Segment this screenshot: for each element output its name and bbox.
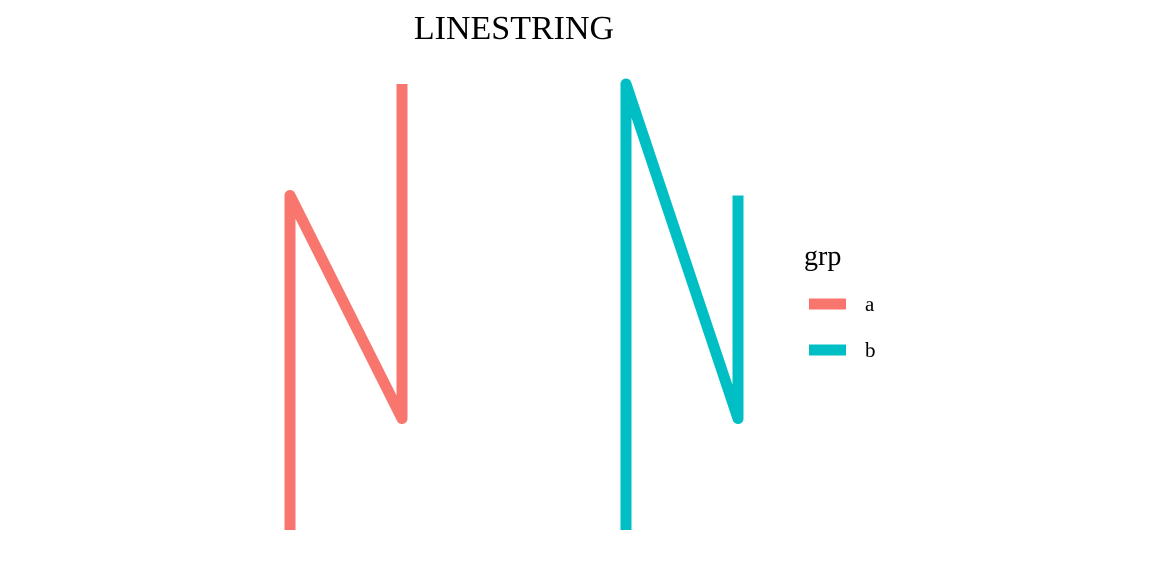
- series-line-b: [620, 78, 744, 530]
- chart-title: LINESTRING: [414, 10, 614, 47]
- legend-title: grp: [804, 241, 841, 272]
- legend: grp ab: [804, 241, 876, 362]
- legend-label-a: a: [865, 292, 875, 316]
- series-line-a: [284, 84, 408, 530]
- plot-area: [284, 78, 744, 530]
- legend-label-b: b: [865, 338, 876, 362]
